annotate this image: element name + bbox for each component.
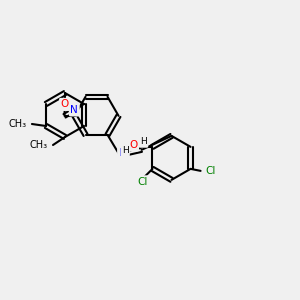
Text: N: N — [119, 148, 126, 158]
Text: CH₃: CH₃ — [9, 119, 27, 129]
Text: O: O — [61, 99, 69, 110]
Text: H: H — [122, 146, 128, 155]
Text: Cl: Cl — [137, 177, 148, 187]
Text: N: N — [70, 105, 78, 115]
Text: O: O — [129, 140, 137, 150]
Text: H: H — [140, 137, 147, 146]
Text: CH₃: CH₃ — [30, 140, 48, 150]
Text: Cl: Cl — [206, 166, 216, 176]
